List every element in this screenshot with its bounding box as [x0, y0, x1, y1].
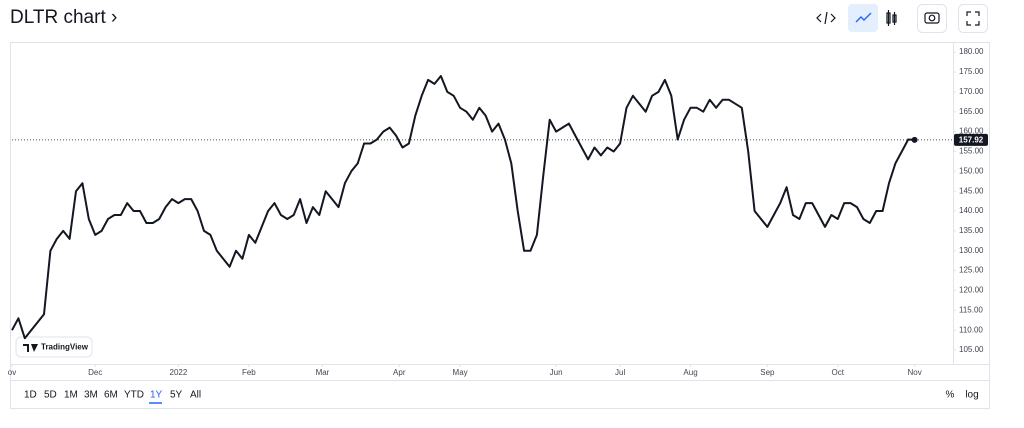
x-tick-label: Jun — [550, 368, 563, 377]
line-icon — [855, 12, 872, 23]
x-tick-label: Oct — [832, 368, 845, 377]
y-tick-label: 110.00 — [959, 325, 983, 334]
x-tick-label: Mar — [316, 368, 330, 377]
x-tick-label: Dec — [88, 368, 102, 377]
x-tick-label: Aug — [683, 368, 697, 377]
y-tick-label: 155.00 — [959, 147, 984, 156]
y-tick-label: 125.00 — [959, 266, 984, 275]
fullscreen-icon — [966, 11, 980, 26]
y-tick-label: 170.00 — [959, 87, 984, 96]
x-tick-label: ov — [8, 368, 16, 377]
y-tick-label: 150.00 — [959, 166, 984, 175]
range-button[interactable]: 3M — [84, 390, 98, 401]
chart-frame — [10, 42, 990, 409]
watermark-box — [15, 336, 93, 358]
y-tick-label: 160.00 — [959, 127, 984, 136]
percent-toggle[interactable]: % — [946, 390, 955, 401]
y-tick-label: 180.00 — [959, 47, 984, 56]
x-tick-label: 2022 — [170, 368, 188, 377]
last-price-badge — [954, 133, 988, 146]
x-tick-label: May — [453, 368, 468, 377]
price-line — [11, 75, 915, 340]
y-tick-label: 105.00 — [959, 345, 984, 354]
candle-style-button[interactable] — [886, 10, 897, 26]
range-button[interactable]: 1M — [64, 390, 78, 401]
range-button[interactable]: 1Y — [150, 390, 163, 401]
y-tick-label: 175.00 — [959, 67, 984, 76]
range-button[interactable]: 5Y — [170, 390, 183, 401]
line-style-button[interactable] — [848, 4, 878, 32]
last-price-label: 157.92 — [959, 135, 984, 144]
x-tick-label: Nov — [907, 368, 921, 377]
y-tick-label: 115.00 — [959, 305, 983, 314]
chart-title[interactable]: DLTR chart › — [10, 7, 117, 28]
range-button[interactable]: 5D — [44, 390, 57, 401]
range-button[interactable]: 6M — [104, 390, 118, 401]
camera-icon — [924, 12, 940, 24]
y-tick-label: 135.00 — [959, 226, 984, 235]
y-tick-label: 165.00 — [959, 107, 984, 116]
y-tick-label: 145.00 — [959, 186, 984, 195]
last-point — [911, 136, 918, 143]
x-tick-label: Feb — [242, 368, 256, 377]
range-button[interactable]: All — [190, 390, 201, 401]
x-tick-label: Sep — [760, 368, 775, 377]
watermark: TradingView — [41, 343, 89, 352]
range-button[interactable]: 1D — [24, 390, 37, 401]
embed-button[interactable] — [816, 11, 836, 25]
snapshot-button[interactable] — [917, 4, 947, 33]
y-tick-label: 140.00 — [959, 206, 984, 215]
log-toggle[interactable]: log — [965, 390, 978, 401]
y-tick-label: 120.00 — [959, 286, 984, 295]
watermark-logo — [23, 344, 38, 352]
x-tick-label: Apr — [393, 368, 406, 377]
y-tick-label: 130.00 — [959, 246, 984, 255]
fullscreen-button[interactable] — [958, 4, 988, 33]
range-button[interactable]: YTD — [124, 390, 144, 401]
x-tick-label: Jul — [615, 368, 625, 377]
